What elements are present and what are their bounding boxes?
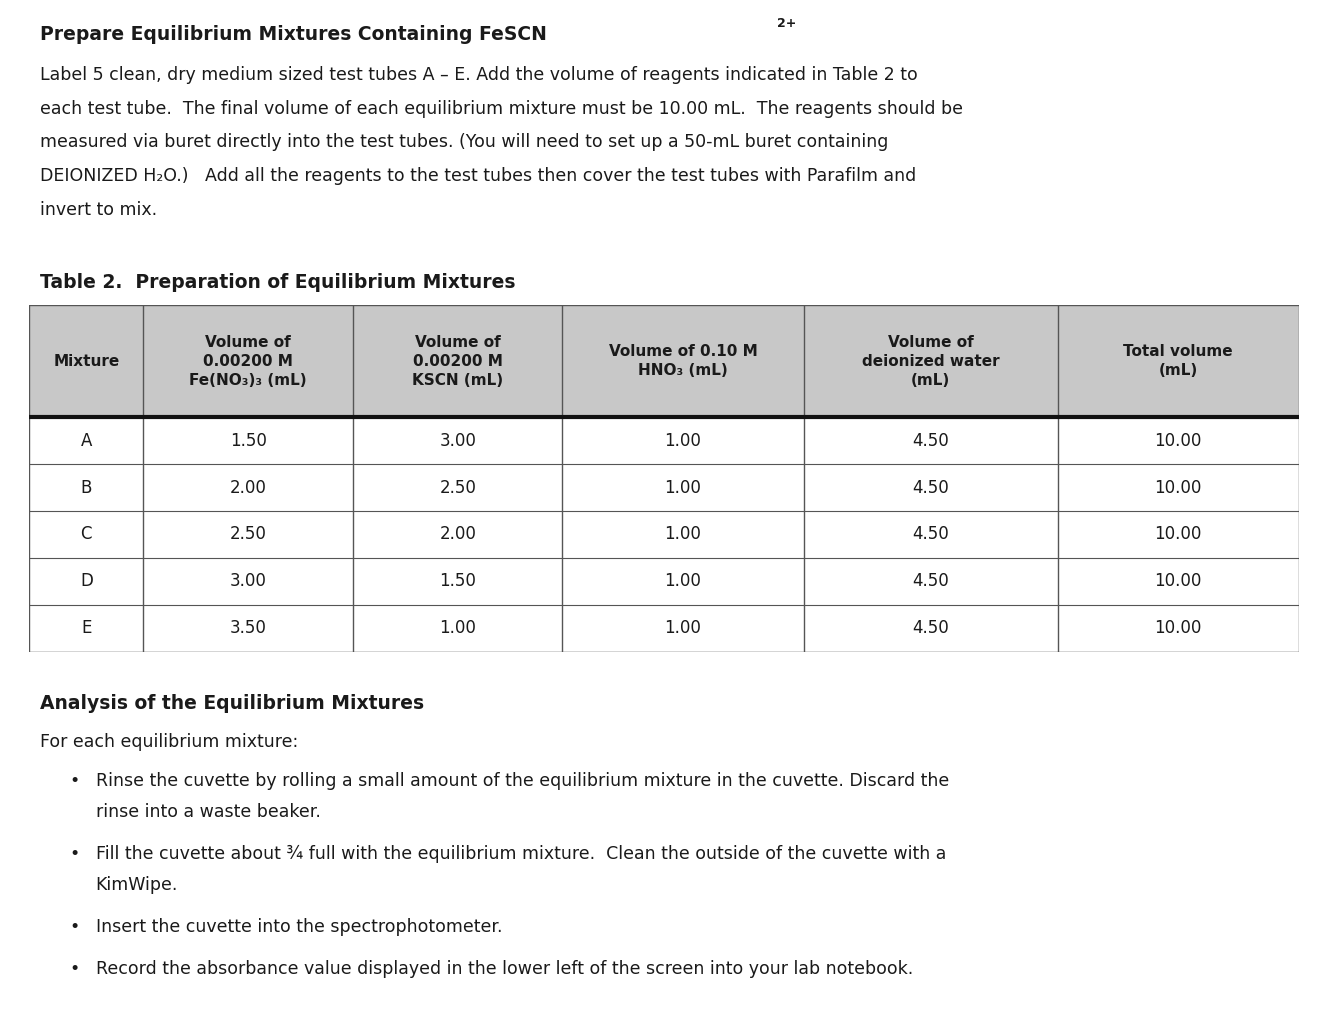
Text: 1.50: 1.50 [230,432,267,450]
Text: Label 5 clean, dry medium sized test tubes A – E. Add the volume of reagents ind: Label 5 clean, dry medium sized test tub… [40,66,918,84]
Text: •: • [69,845,80,863]
Text: Mixture: Mixture [53,354,120,369]
Text: 3.00: 3.00 [230,572,267,590]
Text: Analysis of the Equilibrium Mixtures: Analysis of the Equilibrium Mixtures [40,694,424,714]
Text: 1.00: 1.00 [440,619,477,637]
Text: Total volume
(mL): Total volume (mL) [1123,344,1232,379]
Text: •: • [69,918,80,937]
Bar [29,558,1299,605]
Text: 1.00: 1.00 [664,619,701,637]
Text: 1.00: 1.00 [664,525,701,544]
Bar [29,305,1299,417]
Text: 3.50: 3.50 [230,619,267,637]
Text: 4.50: 4.50 [912,525,950,544]
Text: For each equilibrium mixture:: For each equilibrium mixture: [40,733,297,751]
Text: Volume of 0.10 M
HNO₃ (mL): Volume of 0.10 M HNO₃ (mL) [608,344,757,379]
Text: 1.00: 1.00 [664,432,701,450]
Text: 4.50: 4.50 [912,572,950,590]
Text: •: • [69,960,80,978]
Text: Volume of
0.00200 M
KSCN (mL): Volume of 0.00200 M KSCN (mL) [412,335,503,388]
Text: 10.00: 10.00 [1154,572,1202,590]
Text: rinse into a waste beaker.: rinse into a waste beaker. [96,803,320,822]
Text: C: C [81,525,92,544]
Text: 4.50: 4.50 [912,432,950,450]
Text: 4.50: 4.50 [912,478,950,497]
Bar [29,605,1299,652]
Text: Record the absorbance value displayed in the lower left of the screen into your : Record the absorbance value displayed in… [96,960,912,978]
Text: •: • [69,772,80,790]
Text: 1.00: 1.00 [664,572,701,590]
Bar [29,511,1299,558]
Text: 4.50: 4.50 [912,619,950,637]
Bar [29,464,1299,511]
Text: 10.00: 10.00 [1154,525,1202,544]
Text: D: D [80,572,93,590]
Text: B: B [81,478,92,497]
Text: Rinse the cuvette by rolling a small amount of the equilibrium mixture in the cu: Rinse the cuvette by rolling a small amo… [96,772,950,790]
Text: 10.00: 10.00 [1154,478,1202,497]
Text: 1.50: 1.50 [440,572,477,590]
Text: 1.00: 1.00 [664,478,701,497]
Text: A: A [81,432,92,450]
Text: each test tube.  The final volume of each equilibrium mixture must be 10.00 mL. : each test tube. The final volume of each… [40,100,963,118]
Text: 10.00: 10.00 [1154,619,1202,637]
Text: Insert the cuvette into the spectrophotometer.: Insert the cuvette into the spectrophoto… [96,918,502,937]
Text: 2.50: 2.50 [230,525,267,544]
Text: 2.00: 2.00 [230,478,267,497]
Text: invert to mix.: invert to mix. [40,201,157,219]
Text: Table 2.  Preparation of Equilibrium Mixtures: Table 2. Preparation of Equilibrium Mixt… [40,273,515,292]
Text: KimWipe.: KimWipe. [96,876,178,895]
Text: E: E [81,619,92,637]
Text: Volume of
deionized water
(mL): Volume of deionized water (mL) [862,335,1000,388]
Text: Fill the cuvette about ¾ full with the equilibrium mixture.  Clean the outside o: Fill the cuvette about ¾ full with the e… [96,845,946,863]
Text: 2.00: 2.00 [440,525,477,544]
Text: measured via buret directly into the test tubes. (You will need to set up a 50-m: measured via buret directly into the tes… [40,133,888,152]
Text: 2.50: 2.50 [440,478,477,497]
Text: Volume of
0.00200 M
Fe(NO₃)₃ (mL): Volume of 0.00200 M Fe(NO₃)₃ (mL) [190,335,307,388]
Bar [29,417,1299,464]
Text: 3.00: 3.00 [440,432,477,450]
Text: Prepare Equilibrium Mixtures Containing FeSCN: Prepare Equilibrium Mixtures Containing … [40,25,547,45]
Text: 2+: 2+ [777,17,797,31]
Text: 10.00: 10.00 [1154,432,1202,450]
Text: DEIONIZED H₂O.)   Add all the reagents to the test tubes then cover the test tub: DEIONIZED H₂O.) Add all the reagents to … [40,167,916,185]
